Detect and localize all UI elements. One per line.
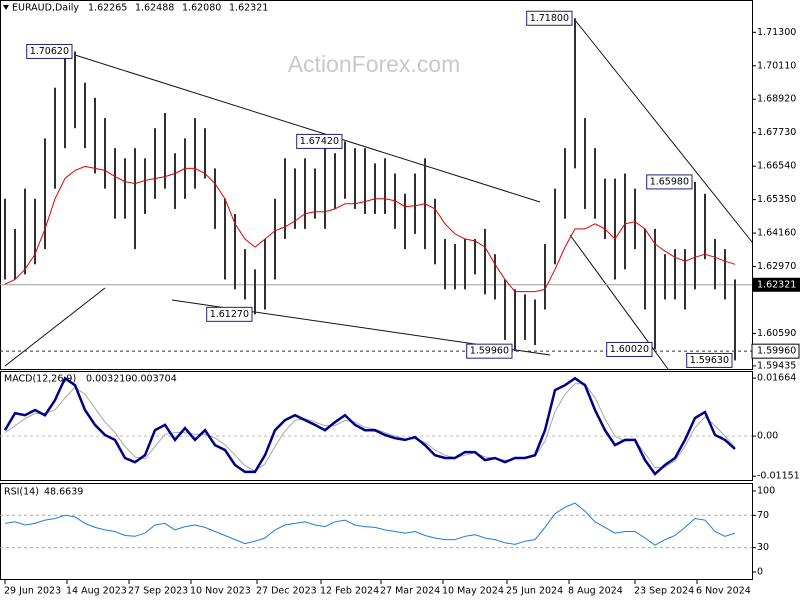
header-value: 1.62265 — [88, 3, 127, 14]
y-tick-label: 1.71300 — [757, 27, 796, 38]
x-tick-label: 23 Sep 2024 — [634, 586, 694, 597]
frames — [0, 0, 753, 580]
annotation-label: 1.67420 — [300, 136, 339, 147]
annotation-box — [26, 43, 73, 59]
header-icon — [3, 5, 9, 10]
annotation-box — [646, 174, 693, 190]
x-tick-label: 27 Mar 2024 — [380, 586, 440, 597]
y-tick-label: 0 — [757, 566, 763, 577]
rsi-frame — [0, 483, 753, 580]
y-tick-label: 1.67730 — [757, 127, 796, 138]
watermark: ActionForex.com — [288, 51, 461, 77]
annotation-label: 1.61270 — [210, 309, 249, 320]
x-tick-label: 8 Aug 2024 — [568, 586, 623, 597]
panel-reading: 48.6639 — [44, 487, 83, 498]
x-tick-label: 10 Nov 2023 — [190, 586, 251, 597]
macd-line — [3, 376, 736, 476]
annotation-label: 1.71800 — [530, 13, 569, 24]
y-tick-label: 1.66540 — [757, 161, 796, 172]
x-tick-label: 27 Sep 2023 — [128, 586, 188, 597]
x-tick-label: 27 Dec 2023 — [256, 586, 317, 597]
y-tick-label: 0.00 — [757, 431, 778, 442]
annotation-label: 1.65980 — [650, 176, 689, 187]
y-tick-label: -0.011515 — [757, 471, 800, 482]
annotation-box — [686, 352, 733, 368]
last-price-box — [752, 277, 800, 292]
header-title: EURAUD,Daily — [12, 3, 79, 14]
annotation-box — [526, 10, 573, 26]
panel-title: MACD(12,26,9) — [4, 374, 76, 385]
macd-line — [4, 383, 736, 472]
x-tick-label: 10 May 2024 — [442, 586, 504, 597]
y-tick-label: 0.01664 — [757, 373, 796, 384]
x-tick-label: 29 Jun 2023 — [4, 586, 61, 597]
annotation-label: 1.60020 — [610, 344, 649, 355]
y-tick-label: 1.64160 — [757, 228, 796, 239]
header-value: 1.62321 — [229, 3, 268, 14]
price-frame — [0, 0, 753, 370]
y-tick-label: 1.60590 — [757, 328, 796, 339]
trendline — [574, 19, 753, 243]
y-tick-label: 1.65350 — [757, 194, 796, 205]
y-tick-label: 100 — [757, 485, 775, 496]
annotation-label: 1.59630 — [690, 355, 729, 366]
macd-frame — [0, 371, 753, 481]
panel-title: RSI(14) — [4, 487, 39, 498]
annotation-label: 1.70620 — [30, 46, 69, 57]
annotation-box — [206, 306, 253, 322]
y-tick-label: 30 — [757, 542, 769, 553]
x-tick-label: 6 Nov 2024 — [696, 586, 751, 597]
x-tick-label: 12 Feb 2024 — [320, 586, 379, 597]
panel-reading: -0.003704 — [128, 374, 177, 385]
level-label: 1.59960 — [757, 346, 796, 357]
y-tick-label: 1.62970 — [757, 261, 796, 272]
y-tick-label: 70 — [757, 510, 769, 521]
y-tick-label: 1.68920 — [757, 94, 796, 105]
last-price-label: 1.62321 — [757, 279, 796, 290]
y-tick-label: 1.59435 — [757, 360, 796, 371]
header-value: 1.62488 — [135, 3, 174, 14]
x-tick-label: 14 Aug 2023 — [66, 586, 127, 597]
panel-reading: 0.003210 — [86, 374, 131, 385]
rsi-line — [4, 502, 736, 546]
level-box — [751, 343, 800, 359]
header-value: 1.62080 — [182, 3, 221, 14]
moving-average — [4, 165, 736, 293]
trendline — [4, 287, 106, 367]
trendline — [74, 54, 541, 203]
annotation-label: 1.59960 — [470, 346, 509, 357]
annotation-box — [606, 341, 653, 357]
annotation-box — [296, 133, 343, 149]
x-tick-label: 25 Jun 2024 — [506, 586, 563, 597]
annotation-box — [466, 343, 513, 359]
y-tick-label: 1.70110 — [757, 60, 796, 71]
